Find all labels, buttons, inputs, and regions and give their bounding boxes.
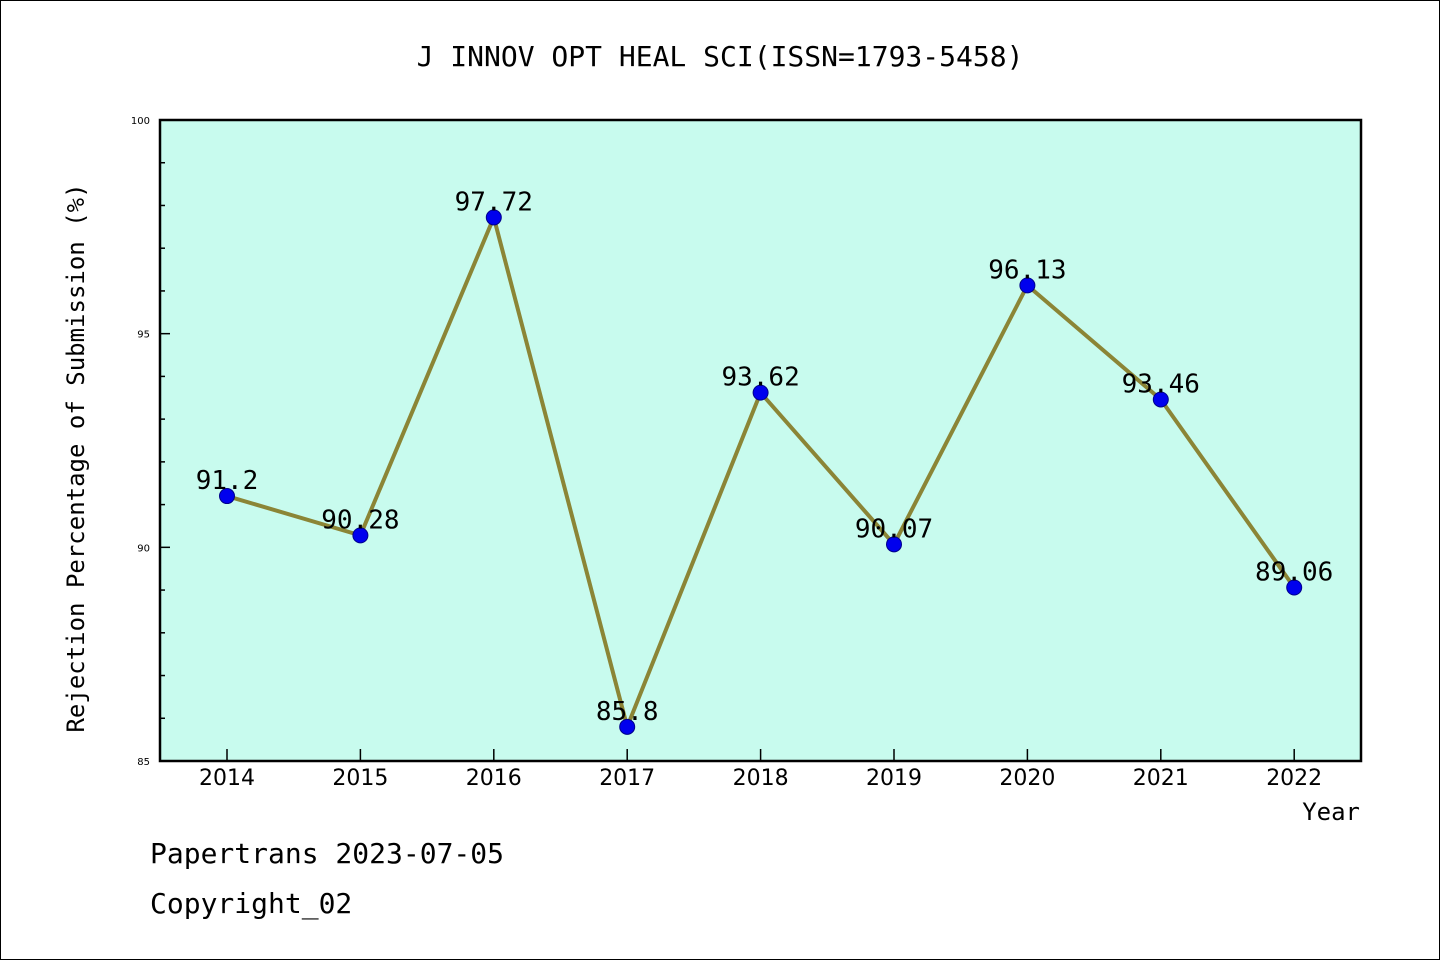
footer-date: Papertrans 2023-07-05 xyxy=(150,837,504,870)
y-axis-label: Rejection Percentage of Submission (%) xyxy=(62,183,90,732)
data-label: 90.28 xyxy=(321,505,399,535)
data-point xyxy=(1019,277,1036,294)
data-points xyxy=(219,209,1303,735)
y-tick-label: 85 xyxy=(137,757,150,768)
data-label: 93.46 xyxy=(1122,369,1200,399)
y-tick-label: 100 xyxy=(131,116,150,127)
x-tick-label: 2021 xyxy=(1133,766,1189,791)
data-point xyxy=(352,527,369,544)
x-axis-label: Year xyxy=(1302,798,1360,826)
x-tick-label: 2014 xyxy=(199,766,255,791)
data-point xyxy=(619,718,636,735)
data-point xyxy=(752,384,769,401)
data-point xyxy=(219,488,235,505)
plot-border xyxy=(158,118,1363,763)
data-label: 90.07 xyxy=(855,514,933,544)
data-point xyxy=(886,536,902,553)
plot-area xyxy=(160,120,1361,761)
data-labels: 91.2 90.28 97.72 85.8 93.62 90.07 96.13 93.46 89… xyxy=(196,187,1334,726)
x-axis-ticks: 2014 2015 2016 2017 2018 2019 2020 2021 2022 xyxy=(199,749,1322,791)
x-tick-label: 2019 xyxy=(866,766,922,791)
data-label: 96.13 xyxy=(988,255,1066,285)
data-point xyxy=(1286,579,1303,596)
data-label: 89.06 xyxy=(1255,558,1333,588)
data-label: 97.72 xyxy=(455,187,533,217)
x-tick-label: 2020 xyxy=(999,766,1055,791)
data-label: 93.62 xyxy=(721,363,799,393)
y-tick-label: 90 xyxy=(137,543,150,554)
data-point xyxy=(1152,391,1169,408)
footer-copyright: Copyright_02 xyxy=(150,887,352,921)
x-tick-label: 2022 xyxy=(1266,766,1322,791)
data-label: 85.8 xyxy=(596,697,659,727)
x-tick-label: 2017 xyxy=(599,766,655,791)
x-tick-label: 2018 xyxy=(733,766,789,791)
x-tick-label: 2015 xyxy=(332,766,388,791)
data-point xyxy=(485,209,502,226)
data-label: 91.2 xyxy=(196,466,259,496)
x-tick-label: 2016 xyxy=(466,766,522,791)
chart-title: J INNOV OPT HEAL SCI(ISSN=1793-5458) xyxy=(417,40,1024,73)
y-tick-label: 95 xyxy=(137,330,150,341)
